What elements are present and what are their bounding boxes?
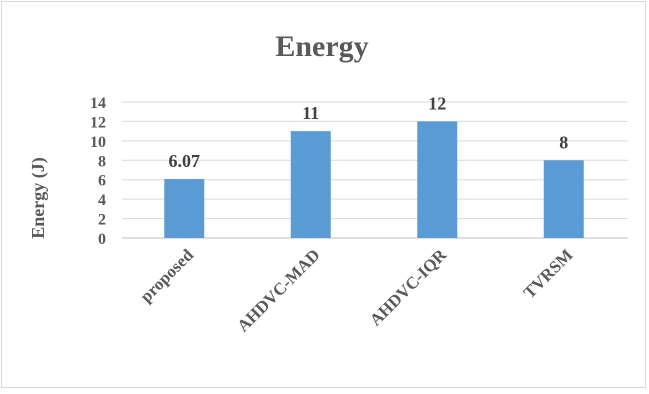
data-label: 6.07 bbox=[169, 151, 201, 171]
bars bbox=[164, 121, 584, 238]
data-label: 11 bbox=[302, 103, 319, 123]
x-category-label: AHDVC-MAD bbox=[233, 245, 323, 335]
y-tick-label: 2 bbox=[98, 212, 106, 229]
y-tick-label: 12 bbox=[90, 114, 106, 131]
bar bbox=[164, 179, 205, 238]
bar bbox=[543, 160, 584, 238]
y-tick-label: 0 bbox=[98, 231, 106, 248]
data-label: 8 bbox=[559, 132, 568, 152]
y-axis-label: Energy (J) bbox=[28, 157, 49, 238]
y-tick-label: 6 bbox=[98, 173, 106, 190]
y-tick-label: 14 bbox=[90, 95, 106, 112]
y-tick-label: 8 bbox=[98, 153, 106, 170]
x-category-label: proposed bbox=[136, 245, 197, 306]
data-label: 12 bbox=[428, 93, 446, 113]
data-labels: 6.07 11 12 8 bbox=[169, 93, 569, 171]
chart-frame: Energy Energy (J) 0 2 4 6 8 10 12 14 6.07 11 12 8 … bbox=[1, 1, 646, 388]
y-axis-ticks: 0 2 4 6 8 10 12 14 bbox=[90, 95, 106, 248]
y-tick-label: 4 bbox=[98, 192, 106, 209]
bar bbox=[290, 131, 331, 238]
chart-title: Energy bbox=[275, 30, 368, 63]
x-category-label: AHDVC-IQR bbox=[366, 245, 451, 330]
bar bbox=[417, 121, 458, 238]
x-axis-categories: proposed AHDVC-MAD AHDVC-IQR TVRSM bbox=[136, 245, 576, 336]
x-category-label: TVRSM bbox=[520, 245, 577, 302]
gridlines bbox=[122, 101, 628, 239]
y-tick-label: 10 bbox=[90, 134, 106, 151]
